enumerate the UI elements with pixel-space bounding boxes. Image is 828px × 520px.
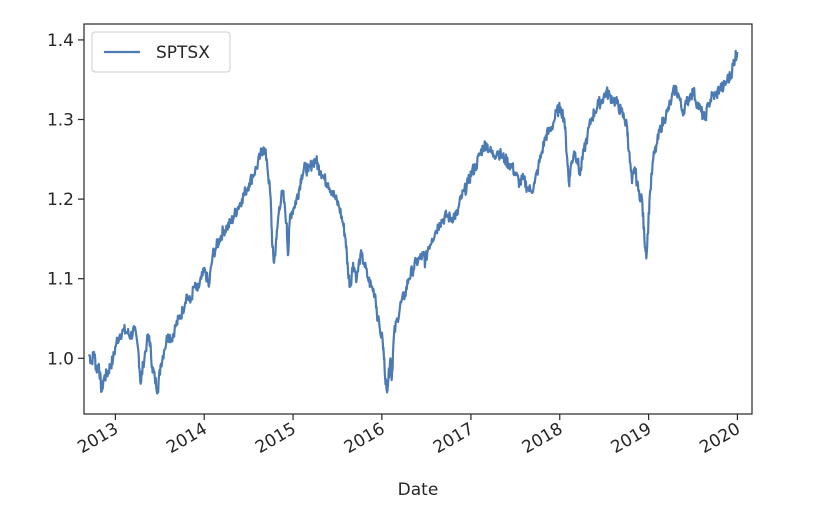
x-tick-label: 2019 — [608, 419, 655, 458]
x-tick-label: 2020 — [696, 419, 743, 458]
legend-box — [91, 31, 231, 73]
y-tick-label: 1.1 — [47, 270, 74, 290]
series-line-sptsx — [88, 49, 739, 395]
plot-area — [83, 23, 753, 415]
y-tick-label: 1.0 — [47, 349, 74, 369]
y-tick-label: 1.4 — [47, 31, 74, 51]
y-tick-label: 1.2 — [47, 190, 74, 210]
legend: SPTSX — [91, 31, 231, 73]
x-axis-label: Date — [398, 480, 439, 500]
legend-label: SPTSX — [156, 43, 210, 63]
x-tick-label: 2014 — [163, 419, 210, 458]
x-tick-label: 2017 — [430, 419, 477, 458]
x-tick-label: 2013 — [74, 419, 121, 458]
x-tick-label: 2015 — [252, 419, 299, 458]
y-tick-label: 1.3 — [47, 111, 74, 131]
y-axis: 1.0 1.1 1.2 1.3 1.4 — [47, 31, 84, 369]
x-tick-label: 2016 — [341, 419, 388, 458]
x-tick-label: 2018 — [519, 419, 566, 458]
x-axis: 2013 2014 2015 2016 2017 2018 2019 2020 — [74, 414, 744, 458]
